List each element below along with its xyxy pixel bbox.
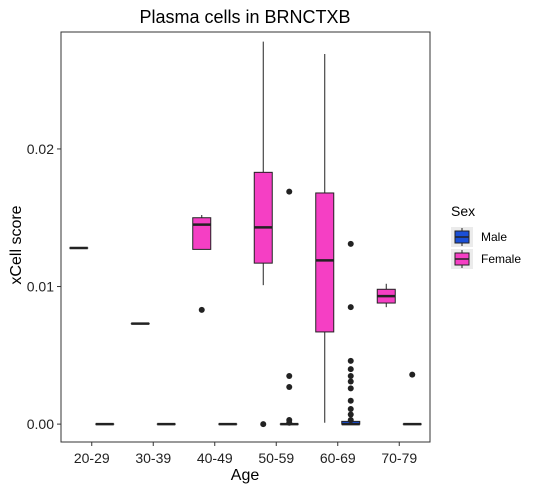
- x-tick-label: 50-59: [258, 450, 294, 466]
- outlier-point: [347, 304, 354, 311]
- outlier-point: [347, 240, 354, 247]
- outlier-point: [286, 372, 293, 379]
- legend: Sex Male Female: [451, 203, 521, 269]
- x-tick-label: 20-29: [74, 450, 110, 466]
- box-female-70-79: [376, 283, 396, 308]
- outlier-point: [347, 372, 354, 379]
- outlier-point: [347, 366, 354, 373]
- box-male-50-59: [279, 188, 299, 426]
- x-axis: 20-29 30-39 40-49 50-59 60-69 70-79: [74, 442, 417, 466]
- y-tick-label: 0.01: [27, 279, 54, 295]
- outlier-point: [286, 188, 293, 195]
- outlier-point: [347, 378, 354, 385]
- x-tick-label: 70-79: [381, 450, 417, 466]
- box-male-60-69: [341, 240, 361, 426]
- legend-label-female: Female: [481, 252, 521, 266]
- box-female-60-69: [315, 54, 335, 423]
- outlier-point: [347, 357, 354, 364]
- y-axis: 0.00 0.01 0.02: [27, 141, 61, 432]
- x-tick-label: 30-39: [135, 450, 171, 466]
- legend-title: Sex: [451, 203, 475, 219]
- box-layer: [69, 41, 422, 428]
- y-tick-label: 0.02: [27, 141, 54, 157]
- plot-panel-border: [60, 31, 431, 443]
- outlier-point: [347, 385, 354, 392]
- outlier-point: [286, 419, 293, 426]
- chart-title: Plasma cells in BRNCTXB: [139, 7, 350, 27]
- box-iqr: [315, 192, 335, 333]
- outlier-point: [198, 306, 205, 313]
- outlier-point: [347, 405, 354, 412]
- box-female-50-59: [253, 41, 273, 428]
- box-male-70-79: [402, 371, 422, 426]
- y-axis-title: xCell score: [8, 205, 25, 284]
- outlier-point: [260, 421, 267, 428]
- outlier-point: [286, 383, 293, 390]
- outlier-point: [347, 411, 354, 418]
- x-tick-label: 60-69: [320, 450, 356, 466]
- box-iqr: [192, 217, 212, 250]
- box-female-40-49: [192, 214, 212, 313]
- x-axis-title: Age: [231, 467, 260, 484]
- box-iqr: [253, 171, 273, 264]
- outlier-point: [347, 416, 354, 423]
- outlier-point: [347, 397, 354, 404]
- outlier-point: [409, 371, 416, 378]
- x-tick-label: 40-49: [197, 450, 233, 466]
- legend-label-male: Male: [481, 230, 507, 244]
- y-tick-label: 0.00: [27, 416, 54, 432]
